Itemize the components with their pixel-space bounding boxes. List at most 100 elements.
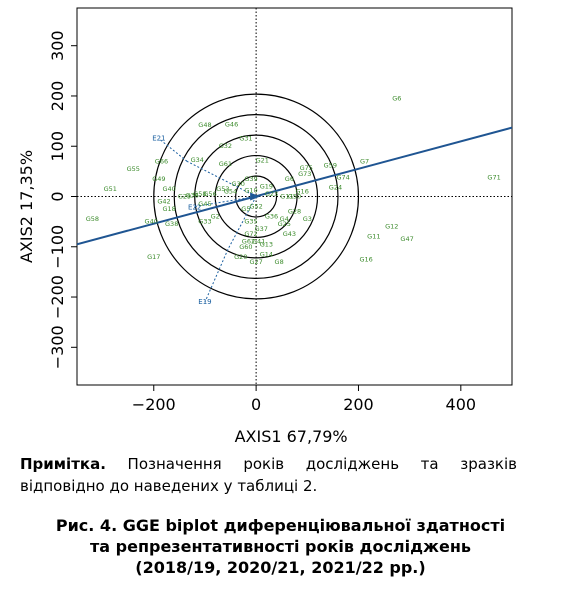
genotype-label: G51 [104,185,117,193]
genotype-label: G21 [256,156,269,164]
genotype-label: G18 [162,205,175,213]
x-tick-label: 400 [446,395,477,414]
genotype-label: G39 [244,175,257,183]
concentric-circle [214,154,298,239]
note-text: Позначення років досліджень та зразків в… [20,455,517,495]
genotype-label: G58 [86,215,99,223]
y-tick-label: −300 [48,325,67,369]
caption-line-3: (2018/19, 2020/21, 2021/22 рр.) [135,558,426,577]
genotype-label: G52 [249,203,262,211]
genotype-label: G30 [232,180,245,188]
note-label: Примітка. [20,455,106,473]
genotype-label: G5 [241,205,250,213]
genotype-label: G40 [145,218,158,226]
genotype-label: G49 [152,175,165,183]
note: Примітка. Позначення років досліджень та… [20,453,517,497]
genotype-label: G11 [280,193,293,201]
x-tick-label: 200 [343,395,374,414]
genotype-label: G14 [260,250,273,258]
genotype-label: G17 [147,253,160,261]
genotype-label: G59 [324,161,337,169]
genotype-label: G25 [278,220,291,228]
caption-line-2: та репрезентативності років досліджень [90,537,471,556]
y-tick-label: 0 [48,191,67,201]
genotype-label: G43 [283,230,296,238]
genotype-label: G3 [303,215,312,223]
genotype-label: G23 [265,190,278,198]
genotype-label: G40 [162,185,175,193]
genotype-label: G75 [300,164,313,172]
genotype-label: G4 [280,215,289,223]
environment-label: E19 [198,298,211,306]
genotype-label: G12 [385,223,398,231]
y-tick-label: 200 [48,81,67,112]
genotype-label: G28 [288,208,301,216]
genotype-label: G50 [288,193,301,201]
genotype-label: G56 [203,190,216,198]
environment-vector-extension [204,249,229,303]
genotype-label: G2 [211,213,220,221]
y-tick-label: −200 [48,275,67,319]
genotype-label: G31 [239,135,252,143]
y-axis-title: AXIS2 17,35% [17,150,36,263]
genotype-label: G37 [255,225,268,233]
genotype-label: G24 [329,183,342,191]
genotype-label: G34 [191,156,204,164]
genotype-label: G38 [165,220,178,228]
genotype-label: G73 [298,170,311,178]
y-tick-label: 100 [48,131,67,162]
genotype-label: G8 [275,258,284,266]
genotype-label: G16 [359,255,372,263]
concentric-circle [173,114,339,279]
genotype-label: G58 [193,190,206,198]
genotype-label: G36 [185,191,198,199]
genotype-label: G66 [155,157,168,165]
genotype-label: G55 [127,165,140,173]
caption-line-1: Рис. 4. GGE biplot диференціювальної зда… [55,516,506,535]
environment-vector [227,196,257,250]
genotype-label: G72 [244,230,257,238]
genotype-label: G6 [285,175,294,183]
genotype-label: G48 [198,121,211,129]
figure-caption: Рис. 4. GGE biplot диференціювальної зда… [0,515,561,578]
genotype-label: G62 [242,238,255,246]
genotype-label: G47 [400,235,413,243]
genotype-label: G27 [249,258,262,266]
x-tick-label: 0 [251,395,261,414]
genotype-label: G10 [244,186,257,194]
concentric-circle [235,175,278,218]
genotype-label: G41 [252,238,265,246]
x-tick-label: −200 [132,395,176,414]
concentric-circle [194,134,319,259]
genotype-label: G46 [225,121,238,129]
genotype-label: G45 [198,200,211,208]
environment-vector [186,160,257,197]
genotype-label: G29 [178,193,191,201]
genotype-label: G53 [216,185,229,193]
y-tick-label: 300 [48,30,67,61]
environment-label: E22 [188,204,201,212]
genotype-label: G7 [360,157,369,165]
genotype-label: G19 [260,182,273,190]
average-environment-axis [77,126,512,246]
genotype-label: G42 [157,198,170,206]
environment-label: E21 [152,135,165,143]
genotype-label: G16 [296,187,309,195]
genotype-label: G74 [336,173,349,181]
genotype-label: G71 [487,173,500,181]
genotype-label: G6 [392,94,401,102]
genotype-label: G60 [239,243,252,251]
x-axis-title: AXIS1 67,79% [235,427,348,446]
genotype-label: G11 [367,233,380,241]
genotype-label: G33 [198,218,211,226]
genotype-label: G20 [234,253,247,261]
y-tick-label: −100 [48,225,67,269]
genotype-label: G54 [224,187,237,195]
concentric-circle [153,93,360,300]
genotype-label: G61 [219,160,232,168]
genotype-label: G32 [219,142,232,150]
genotype-label: G35 [244,218,257,226]
genotype-label: G36 [265,213,278,221]
genotype-label: G13 [260,240,273,248]
